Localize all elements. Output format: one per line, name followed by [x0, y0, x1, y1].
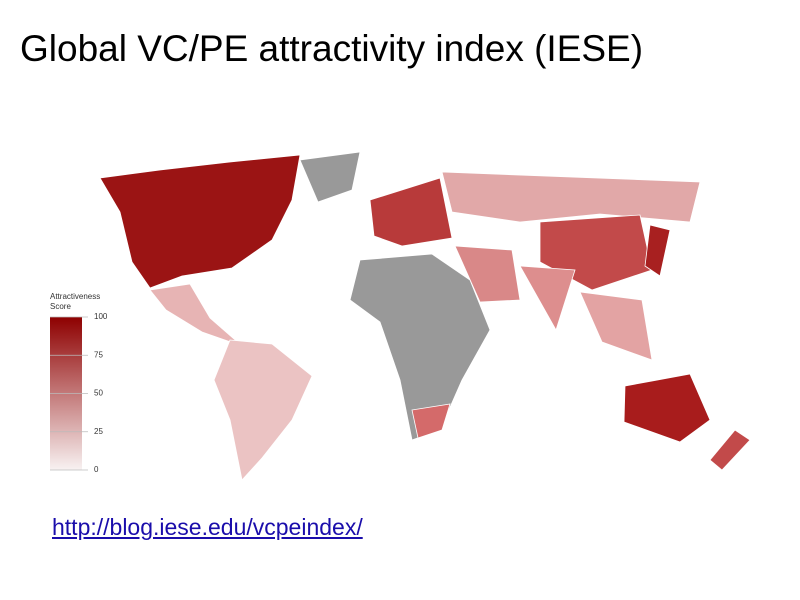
slide-title: Global VC/PE attractivity index (IESE): [20, 28, 644, 69]
legend: Attractiveness Score 0 25 50 75 100: [50, 292, 108, 474]
countries: [99, 151, 751, 481]
scale-tick-label: 0: [94, 465, 99, 474]
russia: [441, 171, 701, 223]
europe: [369, 177, 453, 247]
source-link[interactable]: http://blog.iese.edu/vcpeindex/: [52, 514, 363, 540]
greenland: [299, 151, 361, 203]
central-america: [149, 283, 243, 347]
south-america: [213, 339, 313, 481]
japan: [644, 224, 671, 277]
australia: [623, 373, 711, 443]
north-america: [99, 154, 301, 289]
scale-tick-label: 75: [94, 350, 103, 359]
middle-east: [454, 245, 521, 303]
legend-title: Score: [50, 302, 71, 311]
new-zealand: [709, 429, 751, 471]
south-africa: [411, 403, 451, 439]
india: [519, 265, 576, 331]
legend-title: Attractiveness: [50, 292, 100, 301]
southeast-asia: [579, 291, 653, 361]
scale-tick-label: 100: [94, 312, 108, 321]
scale-tick-label: 50: [94, 389, 103, 398]
scale-tick-label: 25: [94, 427, 103, 436]
